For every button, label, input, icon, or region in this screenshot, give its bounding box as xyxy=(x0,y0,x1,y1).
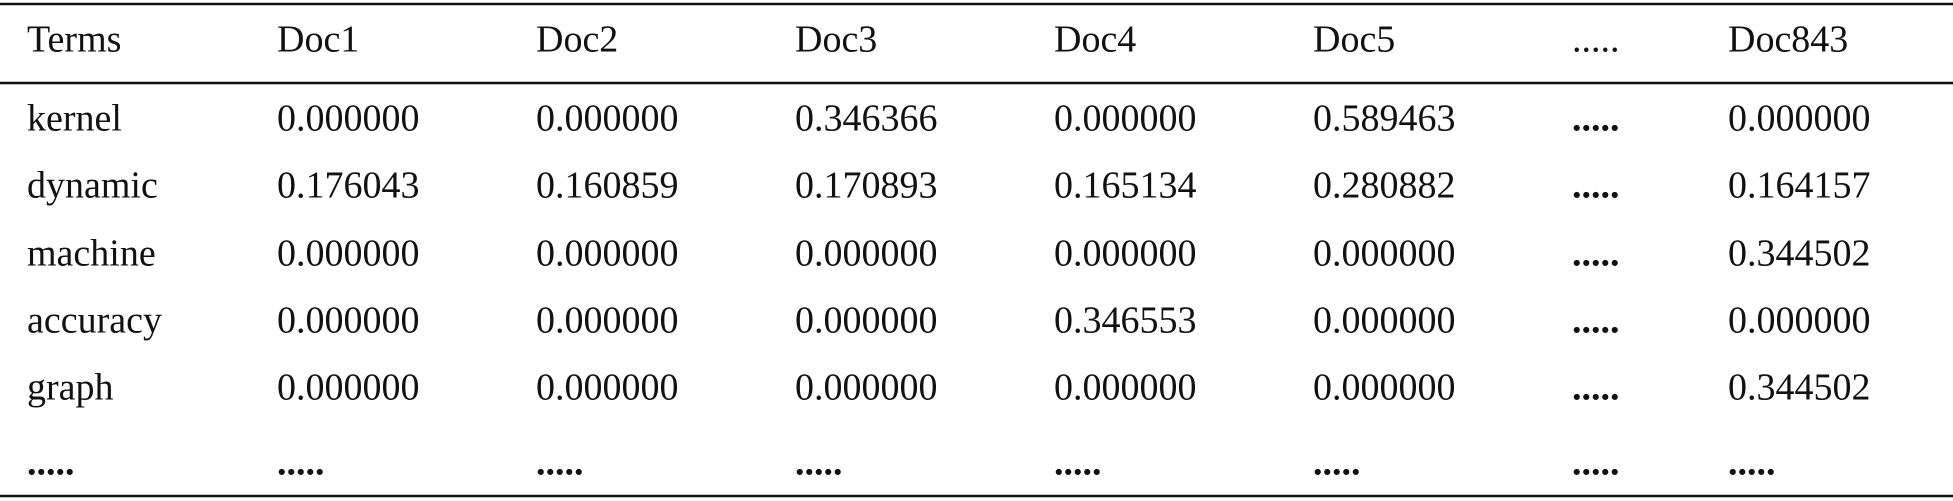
cell: ..... xyxy=(1572,367,1620,409)
cell: 0.000000 xyxy=(795,367,938,409)
cell: 0.160859 xyxy=(536,165,679,207)
cell: accuracy xyxy=(27,300,162,342)
cell: 0.000000 xyxy=(1313,367,1456,409)
cell: 0.344502 xyxy=(1728,233,1871,275)
cell: ..... xyxy=(1572,442,1620,484)
cell: ..... xyxy=(1728,442,1776,484)
header-cell: Doc5 xyxy=(1313,19,1395,61)
cell: 0.170893 xyxy=(795,165,938,207)
cell: 0.000000 xyxy=(536,367,679,409)
cell: ..... xyxy=(1572,233,1620,275)
cell: 0.164157 xyxy=(1728,165,1871,207)
cell: 0.000000 xyxy=(277,98,420,140)
cell: ..... xyxy=(1572,165,1620,207)
cell: 0.176043 xyxy=(277,165,420,207)
cell: kernel xyxy=(27,98,122,140)
cell: ..... xyxy=(27,442,75,484)
cell: 0.589463 xyxy=(1313,98,1456,140)
cell: 0.165134 xyxy=(1054,165,1197,207)
cell: 0.000000 xyxy=(1054,367,1197,409)
cell: 0.000000 xyxy=(1313,300,1456,342)
cell: 0.344502 xyxy=(1728,367,1871,409)
cell: 0.000000 xyxy=(277,300,420,342)
cell: ..... xyxy=(536,442,584,484)
cell: machine xyxy=(27,233,156,275)
cell: 0.000000 xyxy=(1313,233,1456,275)
header-cell: Doc1 xyxy=(277,19,359,61)
header-cell: Doc4 xyxy=(1054,19,1136,61)
cell: 0.000000 xyxy=(1728,300,1871,342)
cell: graph xyxy=(27,367,114,409)
cell: 0.000000 xyxy=(1054,233,1197,275)
cell: 0.000000 xyxy=(536,300,679,342)
header-cell: Terms xyxy=(27,19,121,61)
cell: ..... xyxy=(1572,98,1620,140)
header-cell: Doc2 xyxy=(536,19,618,61)
cell: ..... xyxy=(795,442,843,484)
cell: 0.000000 xyxy=(1728,98,1871,140)
cell: 0.000000 xyxy=(1054,98,1197,140)
cell: ..... xyxy=(1313,442,1361,484)
cell: 0.000000 xyxy=(795,233,938,275)
header-cell: ..... xyxy=(1572,19,1620,61)
cell: ..... xyxy=(1572,300,1620,342)
cell: 0.000000 xyxy=(277,233,420,275)
header-cell: Doc843 xyxy=(1728,19,1848,61)
cell: 0.280882 xyxy=(1313,165,1456,207)
cell: 0.000000 xyxy=(536,98,679,140)
cell: ..... xyxy=(1054,442,1102,484)
cell: 0.346366 xyxy=(795,98,938,140)
cell: 0.000000 xyxy=(277,367,420,409)
cell: 0.346553 xyxy=(1054,300,1197,342)
cell: 0.000000 xyxy=(536,233,679,275)
cell: dynamic xyxy=(27,165,158,207)
cell: ..... xyxy=(277,442,325,484)
header-cell: Doc3 xyxy=(795,19,877,61)
cell: 0.000000 xyxy=(795,300,938,342)
